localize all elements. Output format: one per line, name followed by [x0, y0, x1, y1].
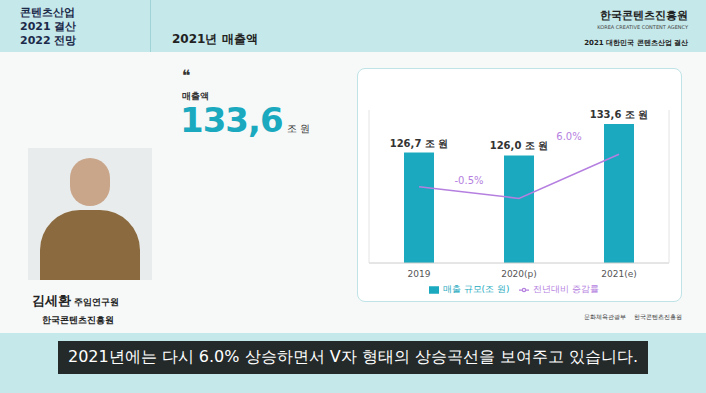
html-text:2022 전망: 2022 전망 — [20, 34, 77, 47]
html-text:KOREA CREATIVE CONTENT AGENCY: KOREA CREATIVE CONTENT AGENCY — [597, 24, 688, 30]
html-text:매출액: 매출액 — [182, 91, 209, 101]
html-text:한국콘텐츠진흥원: 한국콘텐츠진흥원 — [600, 9, 688, 22]
html-text:김세환 주임연구원: 김세환 주임연구원 — [32, 293, 119, 308]
svg-text:2020(p): 2020(p) — [501, 269, 537, 279]
html-text:한국콘텐츠진흥원: 한국콘텐츠진흥원 — [634, 313, 682, 320]
svg-text:2021(e): 2021(e) — [601, 269, 636, 279]
html-text:133,6: 133,6 — [180, 100, 283, 140]
svg-text:126,0 조 원: 126,0 조 원 — [490, 140, 549, 151]
svg-text:6.0%: 6.0% — [556, 131, 581, 142]
svg-text:2019: 2019 — [408, 269, 431, 279]
html-text:2021년 매출액: 2021년 매출액 — [172, 32, 258, 46]
html-text:2021 결산: 2021 결산 — [20, 20, 77, 33]
html-text:매출 규모(조 원): 매출 규모(조 원) — [442, 284, 510, 294]
svg-text:126,7 조 원: 126,7 조 원 — [390, 138, 449, 149]
html-text:문화체육관광부: 문화체육관광부 — [584, 313, 626, 320]
svg-text:-0.5%: -0.5% — [454, 175, 483, 186]
html-text:2021 대한민국 콘텐츠산업 결산: 2021 대한민국 콘텐츠산업 결산 — [584, 39, 688, 47]
html-text:전년대비 증감률: 전년대비 증감률 — [533, 284, 600, 294]
html-text:한국콘텐츠진흥원: 한국콘텐츠진흥원 — [42, 315, 114, 325]
html-text:콘텐츠산업: 콘텐츠산업 — [20, 6, 75, 19]
html-text:2021년에는 다시 6.0% 상승하면서 V자 형태의 상: 2021년에는 다시 6.0% 상승하면서 V자 형태의 상승곡선을 보여주고 … — [68, 346, 638, 366]
html-text:조 원: 조 원 — [286, 123, 310, 134]
svg-text:133,6 조 원: 133,6 조 원 — [590, 109, 649, 120]
